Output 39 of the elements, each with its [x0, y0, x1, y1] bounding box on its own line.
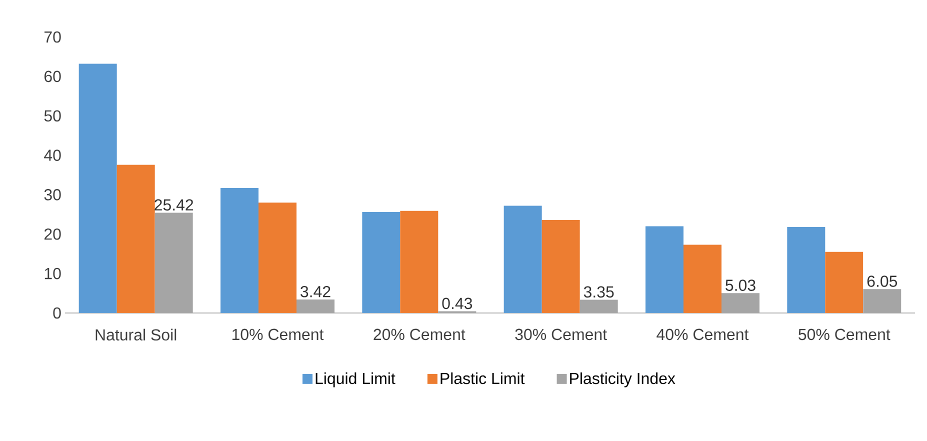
bar: [825, 252, 864, 313]
y-tick-label: 10: [44, 268, 61, 280]
y-tick-label: 40: [44, 150, 61, 161]
bar: [863, 289, 902, 313]
data-label: 6.05: [867, 276, 898, 287]
x-tick-label: 40% Cement: [656, 328, 749, 340]
x-tick-label: Natural Soil: [96, 328, 176, 341]
bar: [154, 212, 193, 313]
bar: [400, 210, 438, 313]
y-tick-label: 60: [44, 70, 61, 82]
bar: [362, 212, 400, 313]
bar: [787, 227, 826, 313]
bar: [220, 188, 259, 313]
bar: [116, 164, 155, 313]
legend-label: Plasticity Index: [570, 372, 676, 388]
y-tick-label: 0: [53, 307, 61, 319]
legend-label: Liquid Limit: [316, 372, 396, 388]
x-tick-label: 50% Cement: [798, 328, 890, 340]
bar: [646, 226, 684, 313]
bar: [580, 300, 618, 313]
bar: [721, 293, 760, 313]
x-tick-label: 20% Cement: [374, 328, 466, 340]
data-label: 3.42: [300, 286, 330, 298]
bar: [78, 64, 117, 313]
y-tick-label: 20: [44, 228, 61, 240]
y-tick-label: 70: [44, 31, 61, 43]
data-label: 5.03: [726, 280, 756, 291]
x-tick-label: 10% Cement: [232, 328, 324, 340]
bar: [504, 206, 542, 313]
bar: [683, 244, 722, 313]
bar: [296, 300, 335, 313]
y-tick-label: 30: [44, 189, 61, 200]
legend-label: Plastic Limit: [440, 372, 525, 384]
bar: [258, 202, 297, 313]
bar: [542, 220, 580, 313]
x-tick-label: 30% Cement: [515, 328, 607, 340]
data-label: 3.35: [584, 286, 614, 298]
data-label: 0.43: [442, 298, 472, 310]
y-tick-label: 50: [44, 110, 61, 122]
